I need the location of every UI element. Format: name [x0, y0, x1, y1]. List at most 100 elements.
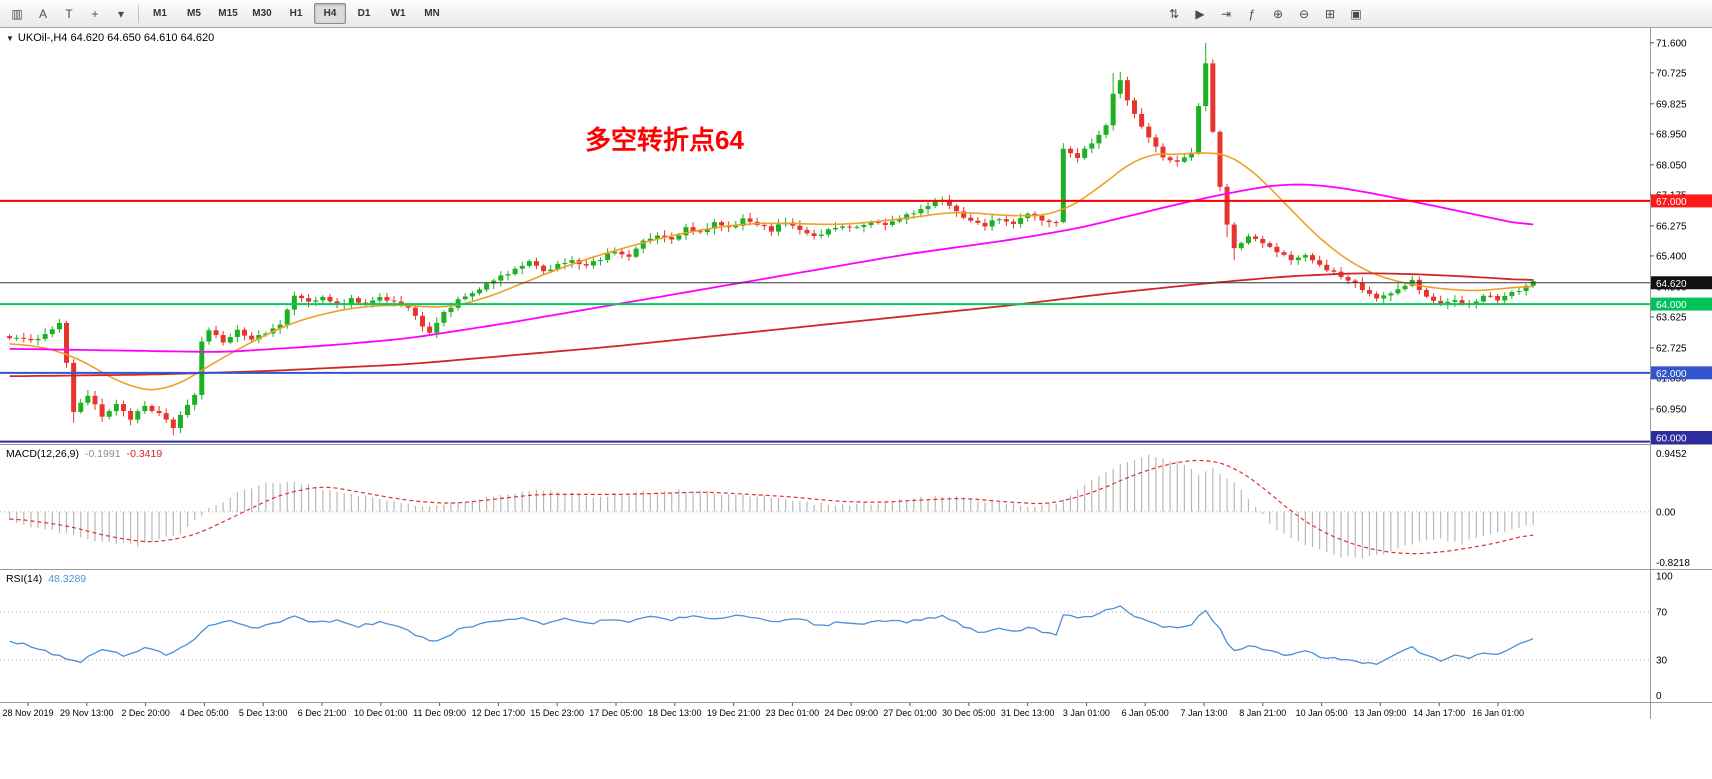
main-chart-canvas[interactable]: 71.60070.72569.82568.95068.05067.17566.2…: [0, 28, 1712, 444]
macd-signal-value: -0.3419: [126, 448, 163, 460]
candlestick-series: [7, 42, 1536, 436]
time-label: 6 Dec 21:00: [298, 708, 347, 718]
timeframe-toolbar: M1 M5 M15 M30 H1 H4 D1 W1 MN: [143, 3, 449, 24]
collapse-chart-icon[interactable]: ▼: [6, 34, 14, 43]
toolbar-separator: [138, 4, 139, 23]
indicators-icon[interactable]: ƒ: [1248, 6, 1256, 21]
time-label: 29 Nov 13:00: [60, 708, 114, 718]
time-axis[interactable]: 28 Nov 2019 29 Nov 13:00 2 Dec 20:00 4 Dec …: [0, 702, 1712, 719]
text-annotation-icon[interactable]: A: [38, 6, 47, 21]
time-label: 11 Dec 09:00: [413, 708, 466, 718]
macd-canvas[interactable]: 0.9452 0.00 -0.8218: [0, 445, 1712, 569]
time-label: 12 Dec 17:00: [472, 708, 526, 718]
rsi-canvas[interactable]: 100 70 30 0: [0, 570, 1712, 702]
main-chart-panel[interactable]: 71.60070.72569.82568.95068.05067.17566.2…: [0, 28, 1712, 444]
toolbar: ▥ A T + ▾ M1 M5 M15 M30 H1 H4 D1 W1 MN ⇅ ▶ ⇥ ƒ ⊕ ⊖ ⊞ ▣: [0, 0, 1712, 28]
price-badge-60.000: [1651, 431, 1712, 444]
rsi-value: 48.3289: [48, 573, 87, 585]
timeframe-h4[interactable]: H4: [314, 3, 346, 24]
tile-windows-icon[interactable]: ⊞: [1324, 6, 1336, 21]
time-label: 17 Dec 05:00: [589, 708, 643, 718]
macd-scale-min: -0.8218: [1656, 558, 1690, 569]
macd-name: MACD(12,26,9): [6, 448, 79, 460]
svg-text:62.000: 62.000: [1656, 369, 1687, 380]
timeframe-m30[interactable]: M30: [252, 8, 272, 19]
time-label: 6 Jan 05:00: [1122, 708, 1169, 718]
timeframe-mn[interactable]: MN: [424, 8, 440, 19]
price-badge-67.000: [1651, 194, 1712, 208]
ma-medium-magenta: [9, 183, 1534, 353]
timeframe-w1[interactable]: W1: [390, 8, 406, 19]
trendline-icon[interactable]: T: [65, 6, 73, 21]
macd-signal-line: [9, 459, 1534, 555]
zoom-in-icon[interactable]: ⊕: [1272, 6, 1284, 21]
price-badge-62.000: [1651, 366, 1712, 380]
symbol-ohlc-text: UKOil-,H4 64.620 64.650 64.610 64.620: [17, 32, 215, 44]
macd-histogram: [8, 454, 1534, 559]
ma-fast-orange: [9, 152, 1534, 391]
time-label: 19 Dec 21:00: [707, 708, 761, 718]
macd-panel[interactable]: 0.9452 0.00 -0.8218 MACD(12,26,9) -0.1991 -0…: [0, 444, 1712, 569]
price-tick-label: 60.950: [1656, 404, 1687, 415]
macd-scale-zero: 0.00: [1656, 507, 1676, 518]
auto-scroll-icon[interactable]: ▶: [1195, 6, 1205, 21]
symbol-ohlc-label: ▼ UKOil-,H4 64.620 64.650 64.610 64.620: [6, 31, 214, 46]
zoom-out-icon[interactable]: ⊖: [1298, 6, 1310, 21]
chart-bars-icon[interactable]: ▥: [11, 6, 23, 21]
chart-annotation-text: 多空转折点64: [585, 125, 744, 155]
price-tick-label: 62.725: [1656, 343, 1687, 354]
time-label: 10 Jan 05:00: [1296, 708, 1348, 718]
bottom-blank-area: [0, 719, 1712, 778]
time-label: 13 Jan 09:00: [1354, 708, 1406, 718]
time-label: 27 Dec 01:00: [883, 708, 937, 718]
cascade-windows-icon[interactable]: ▣: [1350, 6, 1362, 21]
timeframe-m15[interactable]: M15: [218, 8, 238, 19]
time-label: 10 Dec 01:00: [354, 708, 408, 718]
svg-text:67.000: 67.000: [1656, 197, 1687, 208]
time-label: 18 Dec 13:00: [648, 708, 702, 718]
price-tick-label: 70.725: [1656, 68, 1687, 79]
price-tick-label: 65.400: [1656, 251, 1687, 262]
time-label: 28 Nov 2019: [2, 708, 53, 718]
time-label: 2 Dec 20:00: [121, 708, 170, 718]
timeframe-m1[interactable]: M1: [153, 8, 167, 19]
rsi-line: [9, 605, 1534, 665]
toolbar-left-icons: ▥ A T + ▾: [4, 3, 134, 25]
time-label: 31 Dec 13:00: [1001, 708, 1055, 718]
price-tick-label: 63.625: [1656, 312, 1687, 323]
time-label: 30 Dec 05:00: [942, 708, 996, 718]
price-tick-label: 68.950: [1656, 129, 1687, 140]
chart-shift-icon[interactable]: ⇥: [1220, 6, 1232, 21]
rsi-name: RSI(14): [6, 573, 43, 585]
time-label: 14 Jan 17:00: [1413, 708, 1465, 718]
new-order-icon[interactable]: ⇅: [1168, 6, 1180, 21]
time-axis-canvas[interactable]: 28 Nov 2019 29 Nov 13:00 2 Dec 20:00 4 Dec …: [0, 703, 1712, 719]
svg-text:64.620: 64.620: [1656, 279, 1687, 290]
time-label: 15 Dec 23:00: [530, 708, 584, 718]
macd-scale-max: 0.9452: [1656, 449, 1687, 460]
timeframe-m5[interactable]: M5: [187, 8, 201, 19]
price-badge-64.000: [1651, 297, 1712, 311]
time-label: 4 Dec 05:00: [180, 708, 229, 718]
price-tick-label: 66.275: [1656, 221, 1687, 232]
svg-text:60.000: 60.000: [1656, 434, 1687, 445]
timeframe-h1[interactable]: H1: [289, 8, 303, 19]
rsi-scale-label: 70: [1656, 608, 1668, 619]
draw-dropdown-icon[interactable]: ▾: [117, 6, 125, 21]
rsi-label: RSI(14) 48.3289: [6, 573, 86, 586]
time-label: 7 Jan 13:00: [1180, 708, 1227, 718]
time-label: 5 Dec 13:00: [239, 708, 288, 718]
crosshair-icon[interactable]: +: [91, 6, 99, 21]
rsi-scale-label: 0: [1656, 691, 1662, 702]
time-label: 3 Jan 01:00: [1063, 708, 1110, 718]
ma-slow-red: [9, 272, 1534, 378]
timeframe-d1[interactable]: D1: [357, 8, 371, 19]
price-tick-label: 71.600: [1656, 38, 1687, 49]
rsi-panel[interactable]: 100 70 30 0 RSI(14) 48.3289: [0, 569, 1712, 702]
rsi-scale-label: 100: [1656, 572, 1673, 583]
toolbar-right-icons: ⇅ ▶ ⇥ ƒ ⊕ ⊖ ⊞ ▣: [1161, 3, 1369, 25]
price-tick-label: 68.050: [1656, 160, 1687, 171]
macd-label: MACD(12,26,9) -0.1991 -0.3419: [6, 448, 162, 461]
time-label: 8 Jan 21:00: [1239, 708, 1286, 718]
